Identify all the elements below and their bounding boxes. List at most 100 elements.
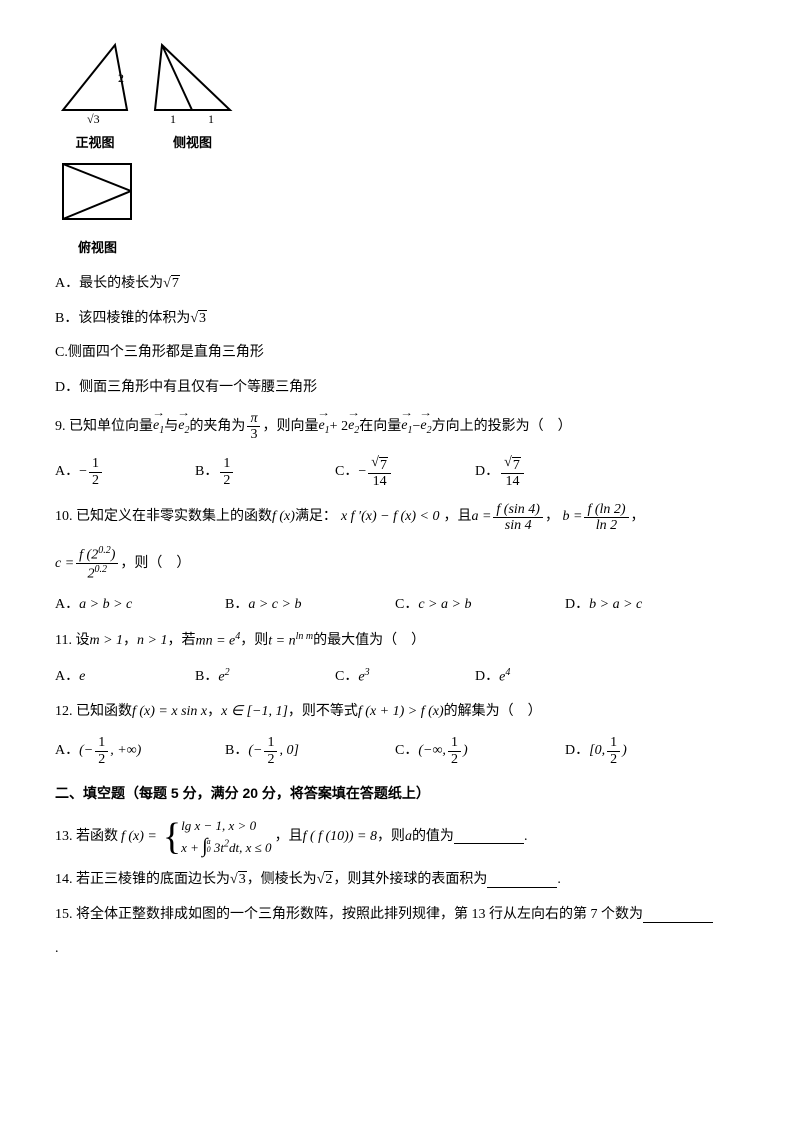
q10-then: ，则（ ） — [120, 553, 190, 575]
q9-b-frac: 12 — [220, 456, 233, 488]
q10-c-frac: f (20.2) 20.2 — [76, 545, 118, 582]
q12-opt-a: A． (− 12 , +∞) — [55, 735, 225, 767]
q15-period: . — [55, 938, 59, 960]
q9-d-frac: √714 — [501, 455, 524, 490]
q10-opt-d: D．b > a > c — [565, 594, 735, 616]
q9-vec-e2: e2 — [178, 415, 189, 439]
top-view: 俯视图 — [55, 159, 140, 258]
opt-d-text: 侧面三角形中有且仅有一个等腰三角形 — [79, 377, 317, 399]
q13-case2: x + ∫a0 3t2dt, x ≤ 0 — [181, 836, 271, 858]
q14-b: ，侧棱长为 — [247, 869, 317, 891]
q12-opt-c: C． (−∞, 12 ) — [395, 735, 565, 767]
option-d: D． 侧面三角形中有且仅有一个等腰三角形 — [55, 377, 745, 399]
q10-b-frac: f (ln 2)ln 2 — [584, 502, 628, 534]
q11-cond2: n > 1 — [137, 630, 167, 652]
q12-b: ，则不等式 — [288, 701, 358, 723]
diagram-row-top: 2 √3 正视图 1 1 侧视图 — [55, 40, 745, 154]
q13-d: 的值为 — [412, 826, 454, 848]
top-view-label: 俯视图 — [55, 238, 140, 259]
front-view: 2 √3 正视图 — [55, 40, 135, 154]
question-9: 9. 已知单位向量 e1 与 e2 的夹角为 π3 ，则向量 e1 + 2 e2… — [55, 411, 745, 443]
q11-comma2: ，若 — [168, 630, 196, 652]
q9-c-sign: − — [358, 461, 366, 483]
q13-fx: f (x) = — [121, 826, 157, 848]
q10-comma1: ， — [545, 506, 559, 528]
opt-b-sqrt: √3 — [190, 308, 207, 330]
q9-vec-e2c: e2 — [420, 415, 431, 439]
q9-pi-over-3: π3 — [247, 411, 260, 443]
q13-period: . — [524, 826, 528, 848]
side-view-svg: 1 1 — [150, 40, 235, 125]
q10-c: ，且 — [443, 506, 471, 528]
front-view-base: √3 — [87, 112, 100, 125]
q10-a: 10. 已知定义在非零实数集上的函数 — [55, 506, 272, 528]
q10-a-frac: f (sin 4)sin 4 — [493, 502, 543, 534]
q9-b-label: B． — [195, 461, 218, 483]
front-view-height: 2 — [118, 71, 124, 85]
q10-b: 满足： — [295, 506, 337, 528]
q14-period: . — [557, 869, 561, 891]
q9-a-sign: − — [79, 461, 87, 483]
q12-options: A． (− 12 , +∞) B． (− 12 , 0] C． (−∞, 12 … — [55, 735, 745, 767]
q13-var: a — [405, 826, 412, 848]
option-c: C. 侧面四个三角形都是直角三角形 — [55, 342, 745, 364]
q13-piecewise: { lg x − 1, x > 0 x + ∫a0 3t2dt, x ≤ 0 — [163, 816, 272, 857]
opt-b-label: B． — [55, 308, 78, 330]
q10-fx: f (x) — [272, 506, 295, 528]
q11-options: A．e B．e2 C．e3 D．e4 — [55, 665, 745, 689]
q12-opt-d: D． [0, 12 ) — [565, 735, 735, 767]
section-2-title: 二、填空题（每题 5 分，满分 20 分，将答案填在答题纸上） — [55, 782, 745, 804]
q9-opt-d: D． √714 — [475, 455, 615, 490]
opt-a-label: A． — [55, 273, 79, 295]
q11-b: ，则 — [240, 630, 268, 652]
q15-period-line: . — [55, 938, 745, 960]
q9-options: A． − 12 B． 12 C． − √714 D． √714 — [55, 455, 745, 490]
q13-blank — [454, 829, 524, 844]
q11-cond1: m > 1 — [89, 630, 123, 652]
side-view-base-right: 1 — [208, 112, 214, 125]
q9-prefix: 9. 已知单位向量 — [55, 416, 153, 438]
question-12: 12. 已知函数 f (x) = x sin x ， x ∈ [−1, 1] ，… — [55, 701, 745, 723]
q11-c: 的最大值为（ ） — [313, 630, 425, 652]
front-view-label: 正视图 — [55, 133, 135, 154]
q14-sqrt2: √2 — [317, 869, 334, 891]
q9-vec-e1c: e1 — [401, 415, 412, 439]
q13-a: 13. 若函数 — [55, 826, 118, 848]
q15-blank — [643, 908, 713, 923]
q12-c: 的解集为（ ） — [444, 701, 542, 723]
diagram-row-bottom: 俯视图 — [55, 159, 745, 258]
question-14: 14. 若正三棱锥的底面边长为 √3 ，侧棱长为 √2 ，则其外接球的表面积为 … — [55, 869, 745, 891]
q9-vec-e2b: e2 — [348, 415, 359, 439]
top-view-svg — [55, 159, 140, 229]
q9-opt-b: B． 12 — [195, 455, 335, 490]
q11-opt-b: B．e2 — [195, 665, 335, 689]
question-13: 13. 若函数 f (x) = { lg x − 1, x > 0 x + ∫a… — [55, 816, 745, 857]
q10-opt-b: B．a > c > b — [225, 594, 395, 616]
q12-fn: f (x) = x sin x — [132, 701, 207, 723]
q11-t: t = nln m — [268, 629, 313, 653]
opt-a-text: 最长的棱长为 — [79, 273, 163, 295]
q11-a: 11. 设 — [55, 630, 89, 652]
q10-cond: x f ′(x) − f (x) < 0 — [341, 506, 440, 528]
q9-mid4: 在向量 — [359, 416, 401, 438]
q9-opt-a: A． − 12 — [55, 455, 195, 490]
q11-opt-a: A．e — [55, 665, 195, 689]
opt-c-label: C. — [55, 342, 68, 364]
q13-b: ，且 — [275, 826, 303, 848]
q9-mid2: 的夹角为 — [189, 416, 245, 438]
question-15: 15. 将全体正整数排成如图的一个三角形数阵，按照此排列规律，第 13 行从左向… — [55, 904, 745, 926]
q10-ceq: c = — [55, 553, 74, 575]
q9-plus: + 2 — [330, 416, 348, 438]
q11-opt-c: C．e3 — [335, 665, 475, 689]
q11-eq: mn = e4 — [196, 629, 241, 653]
opt-d-label: D． — [55, 377, 79, 399]
q14-blank — [487, 873, 557, 888]
q11-opt-d: D．e4 — [475, 665, 615, 689]
q12-a: 12. 已知函数 — [55, 701, 132, 723]
q9-c-label: C． — [335, 461, 358, 483]
q12-dom: x ∈ [−1, 1] — [221, 701, 288, 723]
question-10-line2: c = f (20.2) 20.2 ，则（ ） — [55, 545, 745, 582]
side-view-label: 侧视图 — [150, 133, 235, 154]
three-view-diagrams: 2 √3 正视图 1 1 侧视图 俯视图 — [55, 40, 745, 258]
front-view-svg: 2 √3 — [55, 40, 135, 125]
